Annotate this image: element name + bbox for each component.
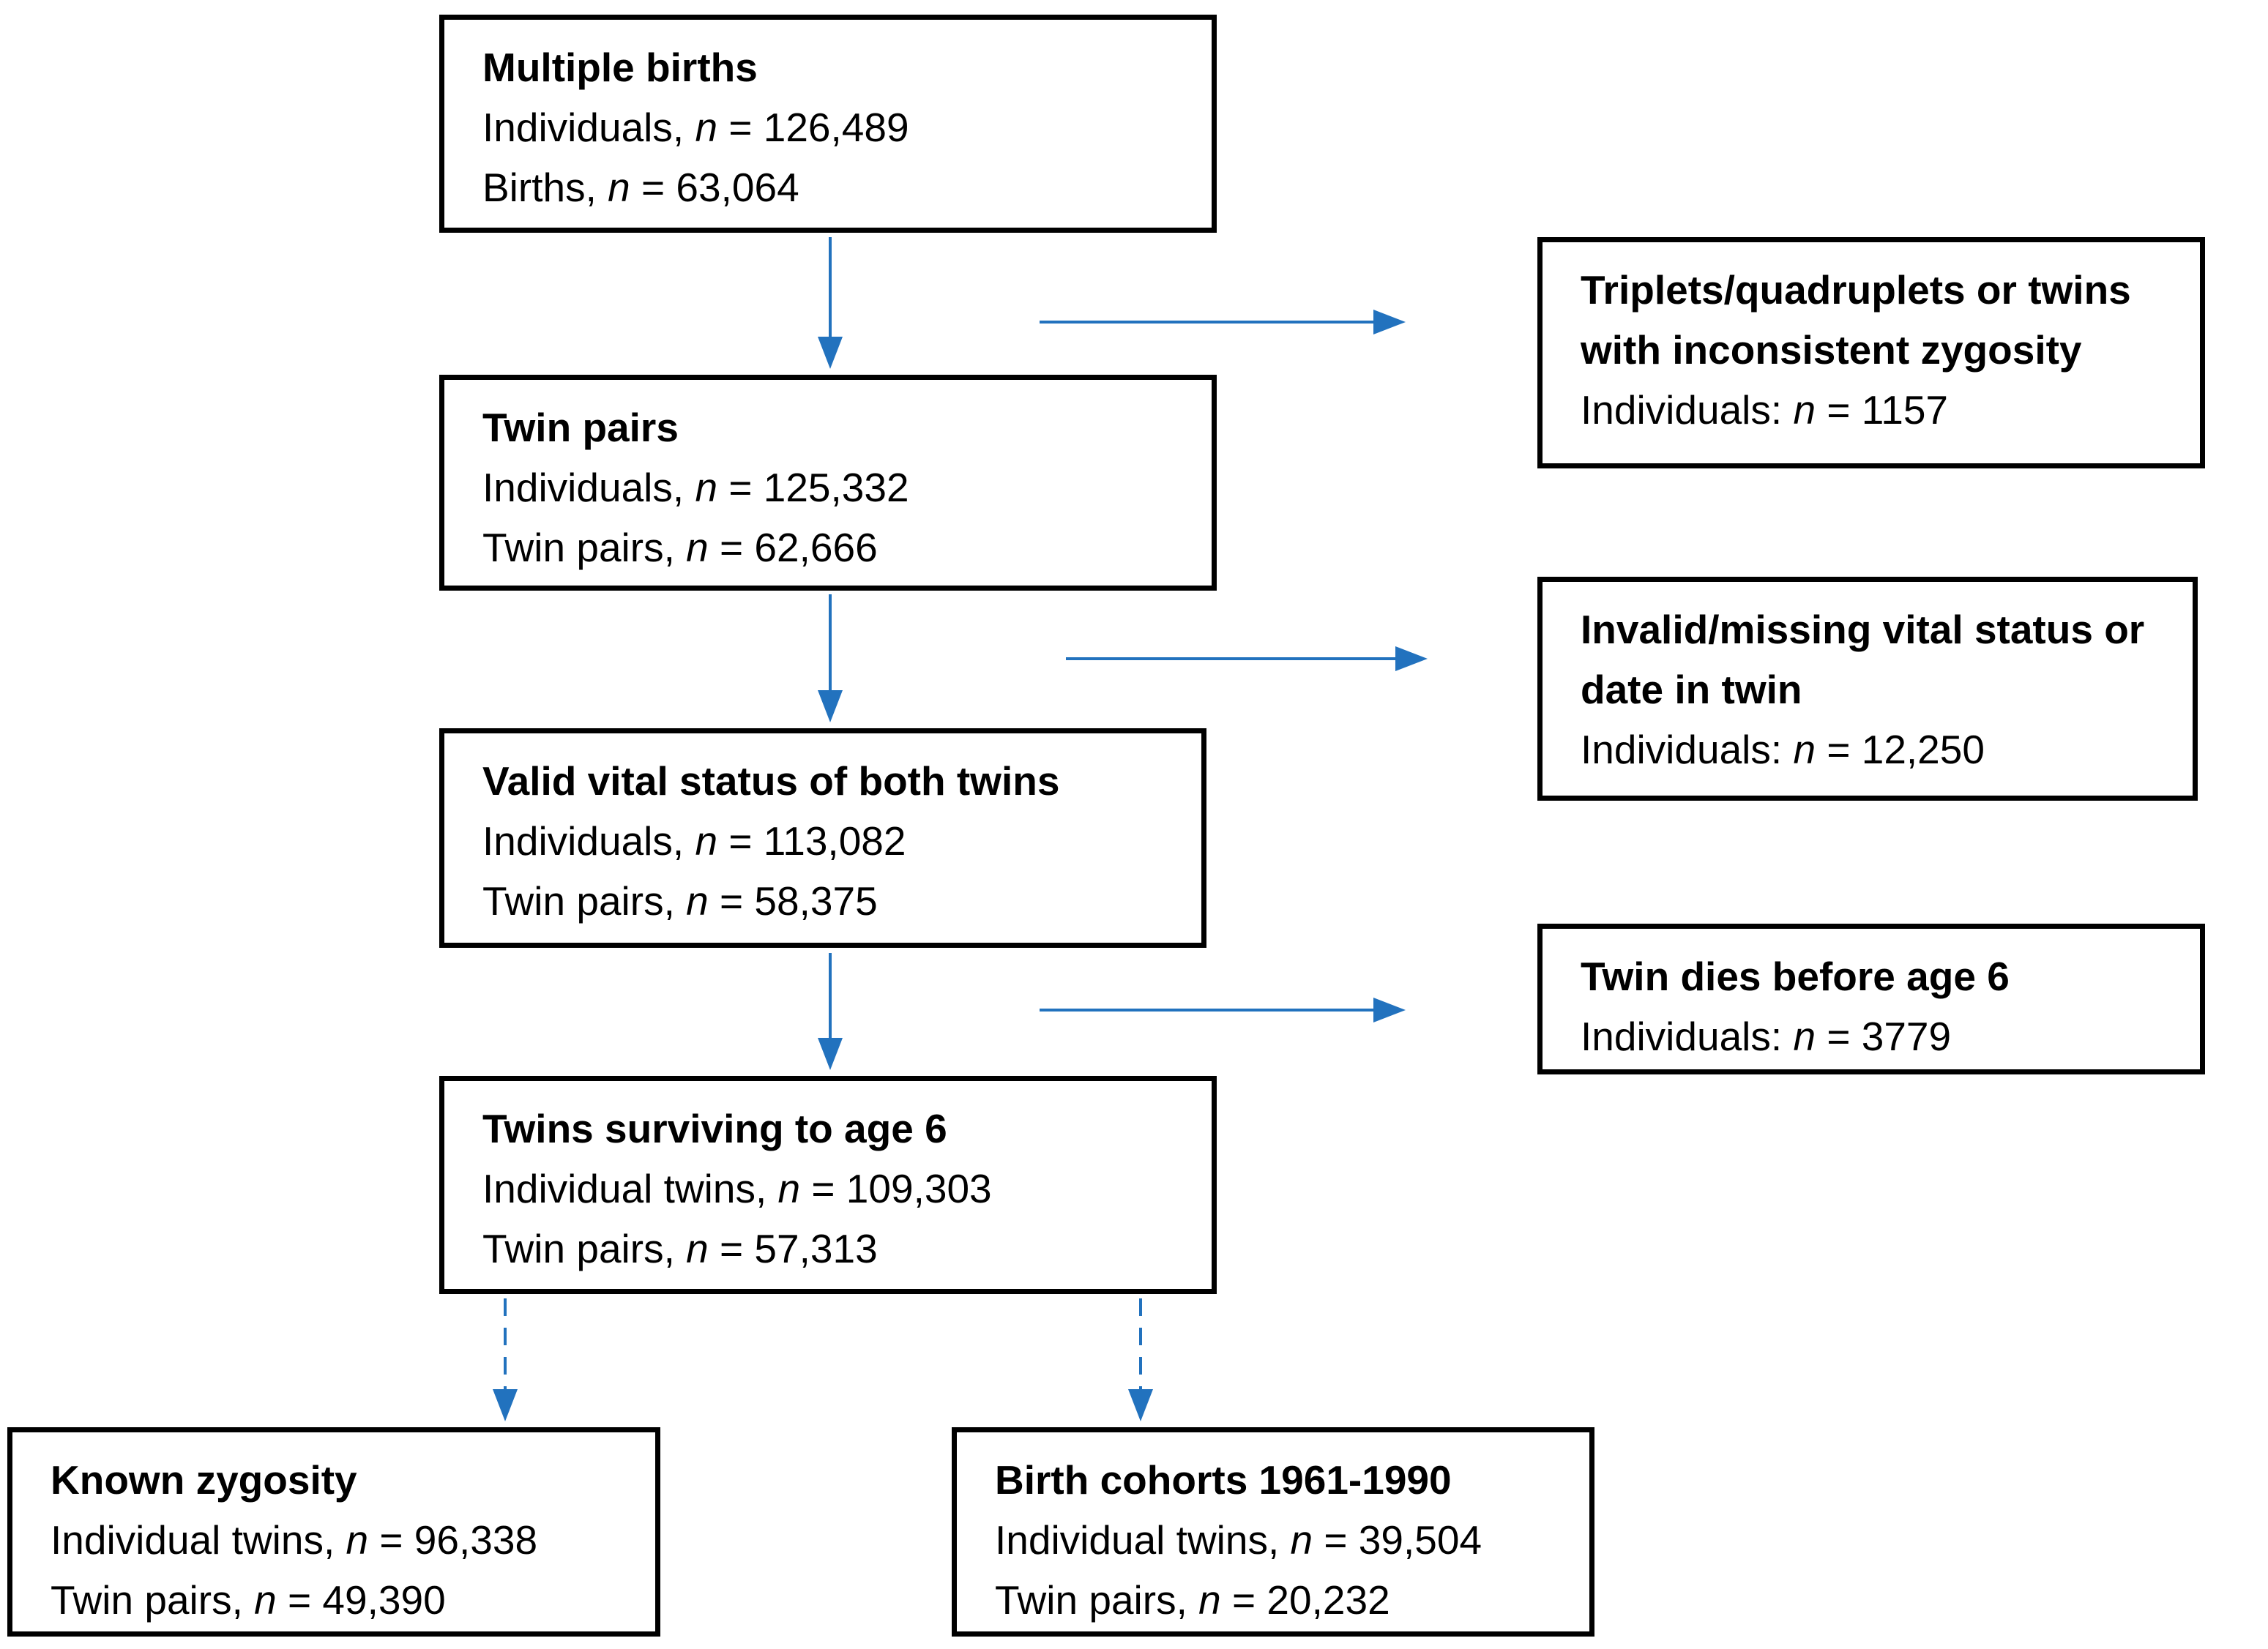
stat-line: Individuals: n = 12,250 bbox=[1581, 719, 2179, 779]
stat-value: = 126,489 bbox=[717, 105, 909, 150]
stat-value: = 39,504 bbox=[1313, 1517, 1482, 1563]
stat-label: Twin pairs, bbox=[995, 1577, 1199, 1623]
stat-value: = 63,064 bbox=[630, 165, 799, 210]
stat-line: Individual twins, n = 96,338 bbox=[51, 1510, 642, 1570]
stat-line: Twin pairs, n = 57,313 bbox=[482, 1219, 1198, 1279]
flow-box-multiple-births: Multiple births Individuals, n = 126,489… bbox=[439, 15, 1217, 233]
stat-n-symbol: n bbox=[608, 165, 630, 210]
box-title: Valid vital status of both twins bbox=[482, 758, 1060, 804]
stat-label: Individual twins, bbox=[995, 1517, 1291, 1563]
stat-line: Individual twins, n = 109,303 bbox=[482, 1159, 1198, 1219]
stat-n-symbol: n bbox=[346, 1517, 369, 1563]
stat-label: Twin pairs, bbox=[482, 1226, 687, 1271]
flow-box-twin-dies-excluded: Twin dies before age 6 Individuals: n = … bbox=[1537, 924, 2205, 1074]
flow-box-twins-surviving: Twins surviving to age 6 Individual twin… bbox=[439, 1076, 1217, 1294]
stat-label: Individuals: bbox=[1581, 387, 1794, 433]
stat-n-symbol: n bbox=[1290, 1517, 1313, 1563]
stat-line: Individuals: n = 3779 bbox=[1581, 1006, 2187, 1066]
stat-n-symbol: n bbox=[254, 1577, 277, 1623]
stat-label: Individual twins, bbox=[482, 1166, 778, 1211]
box-title: Multiple births bbox=[482, 45, 758, 90]
stat-line: Twin pairs, n = 62,666 bbox=[482, 517, 1198, 577]
flow-box-twin-pairs: Twin pairs Individuals, n = 125,332 Twin… bbox=[439, 375, 1217, 591]
stat-n-symbol: n bbox=[695, 105, 718, 150]
stat-n-symbol: n bbox=[1793, 387, 1816, 433]
flow-box-known-zygosity: Known zygosity Individual twins, n = 96,… bbox=[7, 1427, 660, 1637]
box-title-line-1: Invalid/missing vital status or bbox=[1581, 607, 2145, 652]
stat-n-symbol: n bbox=[1793, 1014, 1816, 1059]
stat-value: = 49,390 bbox=[276, 1577, 446, 1623]
stat-value: = 3779 bbox=[1816, 1014, 1952, 1059]
stat-value: = 20,232 bbox=[1220, 1577, 1390, 1623]
flow-box-valid-vital-status: Valid vital status of both twins Individ… bbox=[439, 728, 1206, 948]
stat-n-symbol: n bbox=[686, 878, 709, 924]
flow-box-triplets-excluded: Triplets/quadruplets or twins with incon… bbox=[1537, 237, 2205, 468]
stat-n-symbol: n bbox=[1198, 1577, 1221, 1623]
stat-line: Twin pairs, n = 49,390 bbox=[51, 1570, 642, 1630]
stat-value: = 12,250 bbox=[1816, 727, 1985, 772]
stat-n-symbol: n bbox=[686, 1226, 709, 1271]
stat-n-symbol: n bbox=[686, 525, 709, 570]
stat-label: Individuals, bbox=[482, 818, 695, 864]
stat-value: = 62,666 bbox=[708, 525, 878, 570]
stat-value: = 57,313 bbox=[708, 1226, 878, 1271]
stat-label: Individuals, bbox=[482, 105, 695, 150]
stat-line: Individuals: n = 1157 bbox=[1581, 380, 2187, 440]
stat-n-symbol: n bbox=[777, 1166, 801, 1211]
stat-line: Individuals, n = 125,332 bbox=[482, 457, 1198, 517]
flow-box-invalid-vital-excluded: Invalid/missing vital status or date in … bbox=[1537, 577, 2198, 801]
stat-value: = 113,082 bbox=[717, 818, 906, 864]
box-title: Birth cohorts 1961-1990 bbox=[995, 1457, 1452, 1503]
stat-line: Individuals, n = 126,489 bbox=[482, 97, 1198, 157]
box-title: Twins surviving to age 6 bbox=[482, 1106, 947, 1151]
stat-label: Twin pairs, bbox=[482, 525, 687, 570]
stat-label: Individuals: bbox=[1581, 727, 1794, 772]
stat-label: Births, bbox=[482, 165, 608, 210]
box-title: Known zygosity bbox=[51, 1457, 357, 1503]
stat-line: Individuals, n = 113,082 bbox=[482, 811, 1188, 871]
box-title-line-2: with inconsistent zygosity bbox=[1581, 327, 2082, 373]
box-title-line-1: Triplets/quadruplets or twins bbox=[1581, 267, 2131, 313]
stat-n-symbol: n bbox=[695, 465, 718, 510]
box-title-line-2: date in twin bbox=[1581, 667, 1802, 712]
stat-line: Births, n = 63,064 bbox=[482, 157, 1198, 217]
stat-line: Twin pairs, n = 20,232 bbox=[995, 1570, 1576, 1630]
stat-value: = 125,332 bbox=[717, 465, 909, 510]
stat-line: Individual twins, n = 39,504 bbox=[995, 1510, 1576, 1570]
stat-value: = 1157 bbox=[1816, 387, 1948, 433]
stat-label: Twin pairs, bbox=[482, 878, 687, 924]
box-title: Twin pairs bbox=[482, 405, 679, 450]
stat-value: = 58,375 bbox=[708, 878, 878, 924]
stat-n-symbol: n bbox=[695, 818, 718, 864]
stat-value: = 96,338 bbox=[368, 1517, 538, 1563]
stat-n-symbol: n bbox=[1793, 727, 1816, 772]
flow-box-birth-cohorts: Birth cohorts 1961-1990 Individual twins… bbox=[952, 1427, 1594, 1637]
stat-label: Individuals, bbox=[482, 465, 695, 510]
stat-label: Individuals: bbox=[1581, 1014, 1794, 1059]
stat-label: Individual twins, bbox=[51, 1517, 346, 1563]
stat-line: Twin pairs, n = 58,375 bbox=[482, 871, 1188, 931]
stat-value: = 109,303 bbox=[800, 1166, 992, 1211]
stat-label: Twin pairs, bbox=[51, 1577, 255, 1623]
box-title: Twin dies before age 6 bbox=[1581, 954, 2010, 999]
